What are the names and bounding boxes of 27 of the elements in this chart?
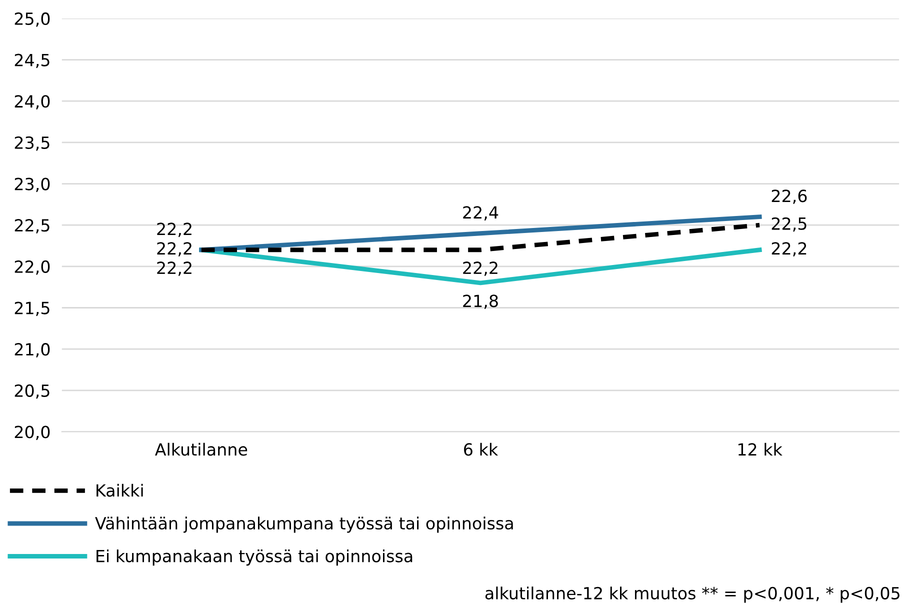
data-label: 22,5 xyxy=(772,217,806,232)
text: alkutilanne-12 kk muutos ** = p<0,001, * p<0,05 xyxy=(485,586,900,603)
data-label: 22,2 xyxy=(157,242,192,256)
data-label: 22,6 xyxy=(772,190,807,204)
x-tick-label: 12 kk xyxy=(738,442,782,456)
data-label: 22,2 xyxy=(463,262,498,276)
y-tick-label: 24,5 xyxy=(14,54,50,68)
y-tick-label: 23,5 xyxy=(14,136,50,151)
y-tick-label: 23,0 xyxy=(14,178,50,192)
y-tick-label: 22,5 xyxy=(14,219,50,234)
legend-label: Ei kumpanakaan työssä tai opinnoissa xyxy=(96,549,412,566)
legend-label: Vähintään jompanakumpana työssä tai opinnoissa xyxy=(95,516,513,533)
data-label: 22,2 xyxy=(157,222,192,237)
x-tick-label: 6 kk xyxy=(464,442,498,456)
data-label: 21,8 xyxy=(463,294,498,309)
y-tick-label: 21,0 xyxy=(14,343,50,358)
x-tick-label: Alkutilanne xyxy=(154,442,248,456)
data-label: 22,2 xyxy=(157,262,192,276)
data-label: 22,4 xyxy=(463,206,498,220)
legend-label: Kaikki xyxy=(96,484,143,497)
data-label: 22,2 xyxy=(772,242,806,256)
y-tick-label: 20,5 xyxy=(14,384,50,399)
y-tick-label: 22,0 xyxy=(14,260,50,275)
y-tick-label: 21,5 xyxy=(14,302,50,316)
y-tick-label: 24,0 xyxy=(14,95,50,110)
y-tick-label: 20,0 xyxy=(14,426,50,440)
y-tick-label: 25,0 xyxy=(14,12,50,27)
